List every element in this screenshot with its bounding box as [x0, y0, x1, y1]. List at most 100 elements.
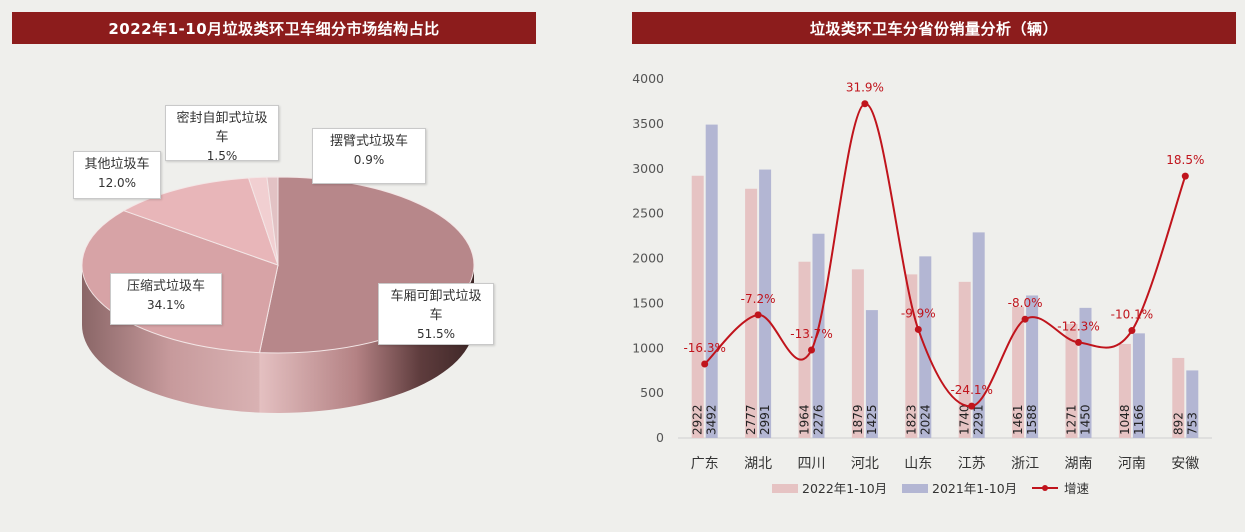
- growth-label: -12.3%: [1057, 319, 1099, 333]
- x-tick-label: 河南: [1118, 456, 1146, 472]
- x-tick-label: 四川: [798, 456, 826, 472]
- growth-point: [861, 100, 869, 108]
- bar-value-label: 2922: [691, 404, 705, 435]
- x-tick-label: 江苏: [958, 456, 986, 472]
- x-tick-label: 安徽: [1171, 456, 1199, 472]
- growth-label: -24.1%: [950, 383, 992, 397]
- bar-value-label: 1879: [851, 404, 865, 435]
- legend-label: 2021年1-10月: [932, 481, 1017, 496]
- x-tick-label: 湖南: [1065, 456, 1093, 472]
- bar-value-label: 1964: [798, 404, 812, 435]
- growth-point: [1021, 315, 1029, 323]
- pie-data-label: 摆臂式垃圾车 0.9%: [312, 128, 426, 184]
- bar: [1065, 323, 1078, 438]
- pie-label-value: 51.5%: [416, 327, 456, 341]
- bar: [745, 188, 758, 438]
- bar-value-label: 2024: [918, 404, 932, 435]
- pie-label-category: 密封自卸式垃圾车: [176, 111, 268, 145]
- bar-value-label: 1823: [904, 404, 918, 435]
- bar: [958, 281, 971, 438]
- bar: [798, 261, 811, 438]
- bar-value-label: 1425: [865, 404, 879, 435]
- bar: [1118, 343, 1131, 438]
- bar-value-label: 1740: [958, 404, 972, 435]
- growth-label: 31.9%: [846, 81, 884, 95]
- bar-value-label: 2276: [812, 404, 826, 435]
- x-tick-label: 广东: [691, 456, 719, 472]
- y-tick-label: 3500: [632, 116, 664, 131]
- bar: [972, 232, 985, 438]
- pie-label-category: 其他垃圾车: [84, 157, 150, 172]
- bar-value-label: 1048: [1118, 404, 1132, 435]
- bar: [1132, 333, 1145, 438]
- y-tick-label: 500: [640, 385, 664, 400]
- bar-value-label: 1166: [1132, 404, 1146, 435]
- bar-value-label: 2291: [972, 404, 986, 435]
- x-tick-label: 浙江: [1011, 456, 1039, 472]
- bar-value-label: 892: [1171, 412, 1185, 435]
- bar: [759, 169, 772, 438]
- growth-point: [1075, 338, 1082, 346]
- pie-label-category: 压缩式垃圾车: [126, 279, 205, 294]
- y-tick-label: 4000: [632, 71, 664, 86]
- pie-chart-title: 2022年1-10月垃圾类环卫车细分市场结构占比: [12, 12, 536, 44]
- growth-label: 18.5%: [1166, 153, 1204, 167]
- pie-data-label: 压缩式垃圾车 34.1%: [110, 273, 222, 325]
- growth-point: [808, 346, 815, 354]
- bar-chart-title: 垃圾类环卫车分省份销量分析（辆）: [632, 12, 1236, 44]
- x-tick-label: 河北: [851, 456, 879, 472]
- bar-value-label: 2777: [744, 404, 758, 435]
- bar-value-label: 3492: [705, 404, 719, 435]
- bar: [1186, 370, 1199, 438]
- bar: [691, 175, 704, 439]
- x-tick-label: 湖北: [744, 456, 772, 472]
- growth-label: -9.9%: [901, 306, 936, 320]
- growth-label: -10.1%: [1111, 308, 1153, 322]
- bar-chart: 0 500 1000 1500 2000 2500 3000 3500 4000 2922 3492…: [632, 71, 1212, 496]
- bar: [1172, 357, 1185, 438]
- pie-label-value: 1.5%: [206, 149, 238, 163]
- y-tick-label: 1000: [632, 340, 664, 355]
- bar-value-label: 1588: [1025, 404, 1039, 435]
- legend-marker: [1042, 485, 1048, 491]
- pie-data-label: 密封自卸式垃圾车 1.5%: [165, 105, 279, 163]
- bar-value-label: 1461: [1011, 404, 1025, 435]
- growth-point: [968, 402, 976, 410]
- legend-label: 2022年1-10月: [802, 481, 887, 496]
- legend-swatch: [902, 484, 928, 493]
- growth-label: -8.0%: [1008, 296, 1043, 310]
- pie-slice-side: [259, 265, 474, 413]
- pie-label-category: 车厢可卸式垃圾车: [390, 289, 482, 323]
- bar: [851, 269, 864, 438]
- bar: [865, 310, 878, 438]
- pie-label-value: 12.0%: [97, 176, 137, 190]
- growth-point: [701, 360, 709, 368]
- growth-point: [914, 325, 922, 333]
- pie-slice: [266, 176, 279, 266]
- legend-label: 增速: [1064, 481, 1090, 496]
- x-tick-label: 山东: [904, 456, 932, 472]
- bar: [1026, 295, 1039, 438]
- growth-label: -13.7%: [790, 327, 832, 341]
- pie-label-value: 34.1%: [146, 298, 186, 312]
- y-tick-label: 0: [656, 430, 664, 445]
- bar-value-label: 1271: [1065, 404, 1079, 435]
- pie-data-label: 其他垃圾车 12.0%: [73, 151, 161, 199]
- bar-value-label: 753: [1185, 412, 1199, 435]
- growth-line: [704, 102, 1187, 408]
- bar-value-label: 1450: [1079, 404, 1093, 435]
- pie-slice: [122, 177, 279, 266]
- bar: [705, 124, 718, 438]
- y-tick-label: 2000: [632, 251, 664, 266]
- bar: [812, 233, 825, 438]
- pie-label-category: 摆臂式垃圾车: [329, 134, 408, 149]
- y-tick-label: 3000: [632, 161, 664, 176]
- bar: [1079, 307, 1092, 438]
- growth-point: [1181, 172, 1189, 180]
- bar: [1012, 306, 1025, 438]
- pie-data-label: 车厢可卸式垃圾车 51.5%: [378, 283, 494, 345]
- bar-value-label: 2991: [758, 404, 772, 435]
- legend-swatch: [772, 484, 798, 493]
- growth-point: [754, 311, 762, 319]
- y-tick-label: 2500: [632, 206, 664, 221]
